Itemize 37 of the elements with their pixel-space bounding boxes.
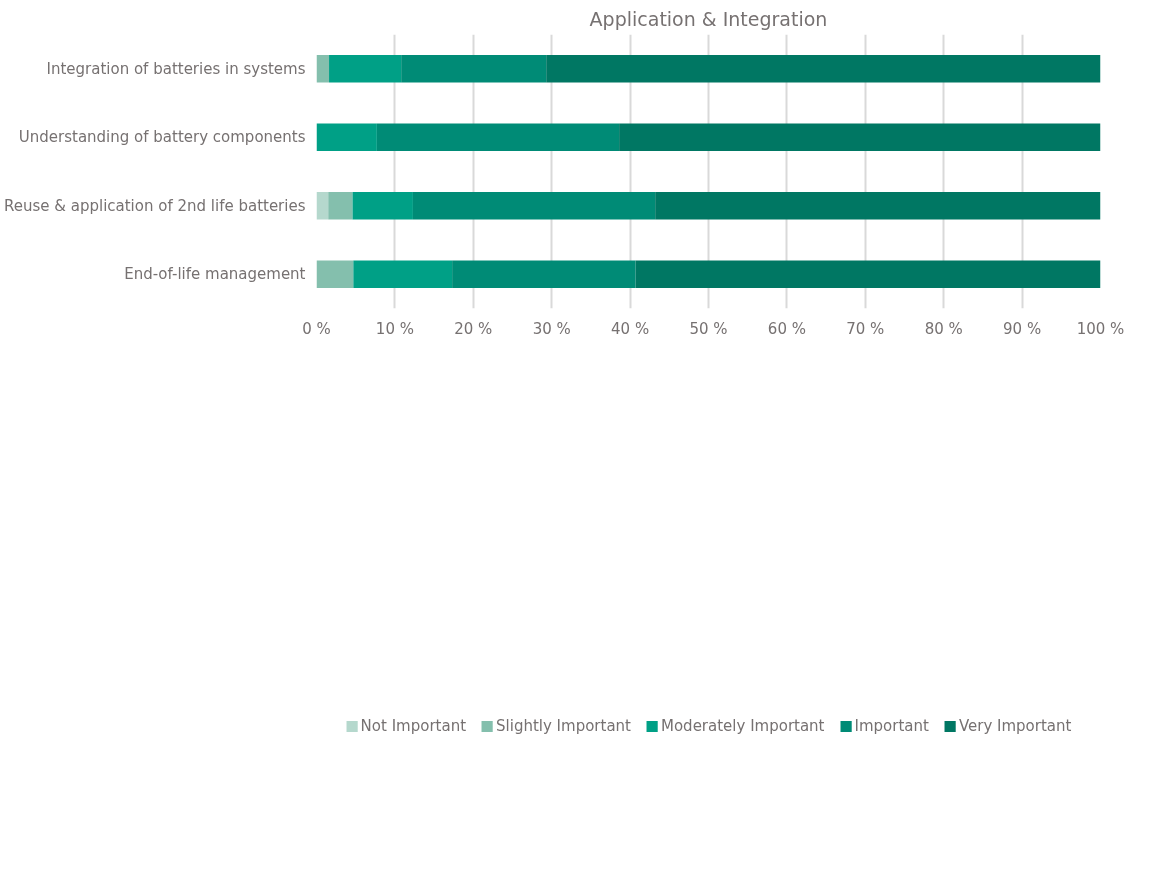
bar — [376, 123, 620, 151]
y-tick-label: End-of-life management — [124, 265, 306, 284]
legend-label: Important — [854, 716, 929, 735]
x-tick-label: 40 % — [611, 319, 650, 338]
x-tick-label: 90 % — [1003, 319, 1042, 338]
bar — [619, 123, 1101, 151]
bar — [546, 55, 1101, 83]
x-tick-label: 70 % — [846, 319, 885, 338]
x-tick-label: 100 % — [1076, 319, 1125, 338]
bar — [329, 55, 402, 83]
bar — [316, 260, 354, 288]
bar — [655, 192, 1101, 220]
chart-title: Application & Integration — [589, 7, 828, 30]
bar — [316, 123, 377, 151]
bar — [352, 192, 413, 220]
y-tick-label: Understanding of battery components — [18, 128, 306, 147]
y-tick-label: Integration of batteries in systems — [46, 59, 306, 78]
x-tick-label: 20 % — [454, 319, 493, 338]
bar — [328, 192, 353, 220]
legend-label: Moderately Important — [660, 716, 825, 735]
x-tick-label: 0 % — [302, 319, 331, 338]
x-tick-label: 60 % — [767, 319, 806, 338]
y-tick-label: Reuse & application of 2nd life batteries — [3, 196, 306, 215]
legend-label: Very Important — [958, 716, 1072, 735]
x-tick-label: 50 % — [689, 319, 728, 338]
bar — [316, 55, 330, 83]
legend-label: Slightly Important — [496, 716, 631, 735]
bar — [316, 192, 329, 220]
legend-label: Not Important — [360, 716, 467, 735]
x-tick-label: 80 % — [924, 319, 963, 338]
bar — [452, 260, 636, 288]
x-tick-label: 30 % — [532, 319, 571, 338]
x-tick-label: 10 % — [375, 319, 414, 338]
bar — [412, 192, 656, 220]
bar — [401, 55, 547, 83]
bar — [353, 260, 453, 288]
bar — [635, 260, 1101, 288]
